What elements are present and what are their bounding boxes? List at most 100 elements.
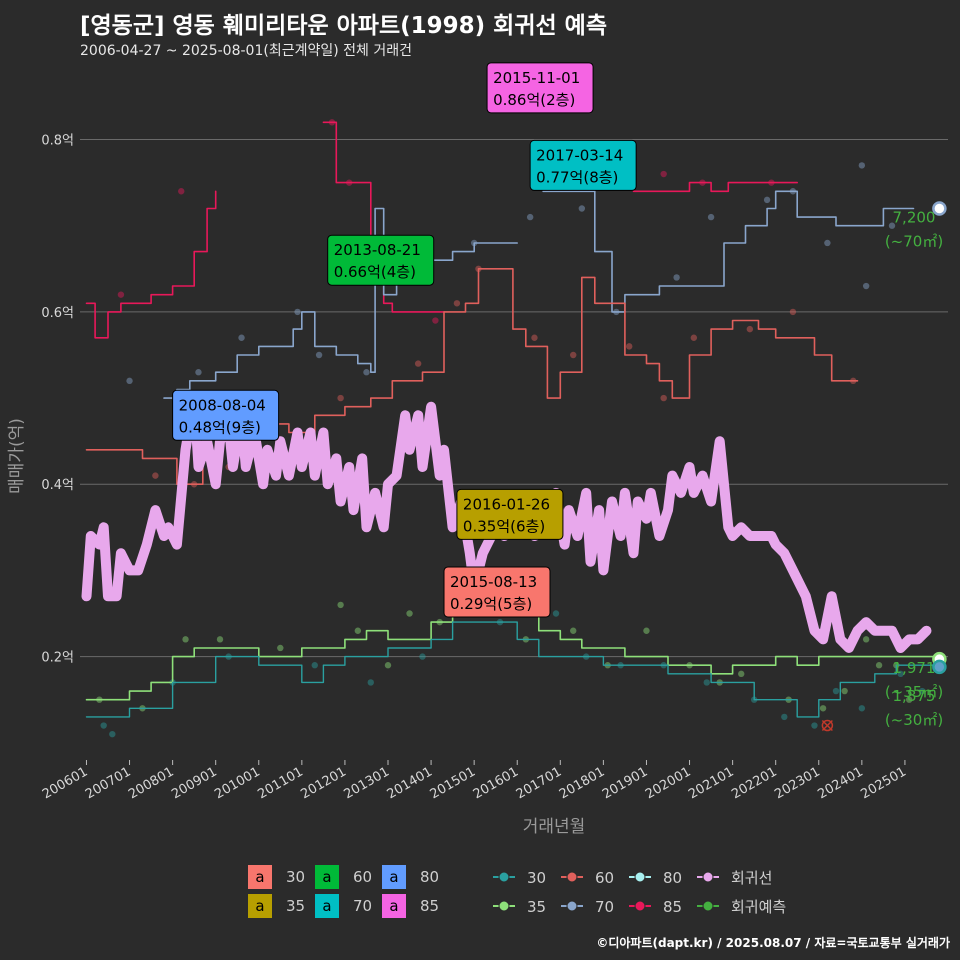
legend-key-swatch — [315, 865, 339, 889]
x-tick-label: 201401 — [385, 764, 435, 802]
legend-line-label: 80 — [663, 869, 682, 887]
end-area-label: (~35㎡) — [885, 683, 943, 701]
annotation-date: 2015-11-01 — [493, 69, 580, 87]
x-tick-label: 202301 — [772, 764, 822, 802]
outlier-marker — [821, 719, 834, 732]
scatter-point-r70 — [824, 239, 831, 247]
scatter-point-g35 — [862, 636, 870, 643]
scatter-point-r30 — [789, 308, 797, 316]
legend-line-dot — [566, 871, 578, 883]
annotation-price: 0.48억(9층) — [179, 418, 261, 436]
scatter-point-r30 — [690, 334, 698, 341]
legend-key-glyph: a — [322, 897, 331, 915]
series-end-point — [932, 201, 947, 216]
x-tick-label: 201101 — [255, 764, 305, 802]
legend-key-label: 70 — [353, 897, 372, 915]
annotation-box — [529, 139, 637, 191]
annotation-date: 2008-08-04 — [179, 396, 266, 414]
x-tick-label: 202201 — [729, 764, 779, 802]
legend-key-glyph: a — [389, 868, 398, 886]
legend-layer: a 30 a 60 a 80 a 35 a 70 a 85 30 60 80 회귀선 35 70 85 회귀예측 — [248, 865, 786, 918]
scatter-point-r70 — [707, 213, 715, 221]
scatter-point-g30 — [832, 687, 840, 695]
scatter-point-g30 — [918, 687, 926, 695]
scatter-point-g30 — [367, 679, 374, 686]
legend-line-label: 35 — [527, 898, 546, 916]
credit-text: ©디아파트(dapt.kr) / 2025.08.07 / 자료=국토교통부 실… — [596, 936, 950, 950]
scatter-point-r30 — [337, 394, 344, 402]
scatter-point-g35 — [841, 687, 848, 695]
x-tick-label: 200901 — [169, 764, 219, 802]
scatter-point-r30 — [531, 334, 538, 341]
scatter-point-g30 — [781, 713, 788, 721]
scatter-point-g30 — [703, 679, 710, 686]
annotation-price: 0.29억(5층) — [450, 595, 532, 613]
series-line-85 — [85, 190, 217, 339]
scatter-point-g35 — [354, 627, 362, 634]
annotation-layer: 7,200 (~70㎡) 1,971 (~35㎡)1,875 (~30㎡) 2008-08… — [172, 62, 943, 729]
legend-line-dot — [498, 871, 510, 883]
scatter-point-r85 — [178, 188, 185, 195]
scatter-point-r70 — [126, 377, 133, 385]
x-tick-label: 201001 — [212, 764, 262, 802]
x-tick-label: 202401 — [815, 764, 865, 802]
legend-line-label: 30 — [527, 869, 546, 887]
legend-key-glyph: a — [255, 897, 264, 915]
x-tick-label: 202101 — [686, 764, 736, 802]
x-tick-label: 200701 — [83, 764, 133, 802]
x-tick-label: 200801 — [126, 764, 176, 802]
scatter-point-g30 — [109, 730, 116, 738]
annotation-box — [443, 566, 551, 618]
legend-line-label: 70 — [595, 898, 614, 916]
chart-subtitle: 2006-04-27 ~ 2025-08-01(최근계약일) 전체 거래건 — [80, 43, 412, 59]
x-tick-label: 201801 — [557, 764, 607, 802]
legend-key-label: 35 — [286, 897, 305, 915]
scatter-point-g35 — [216, 636, 224, 643]
legend-key-swatch — [382, 865, 406, 889]
y-axis-label: 매매가(억) — [7, 418, 27, 494]
scatter-point-g35 — [182, 636, 189, 643]
scatter-point-g35 — [819, 705, 827, 712]
scatter-point-r70 — [888, 222, 896, 229]
scatter-point-g35 — [738, 670, 745, 678]
scatter-point-r30 — [570, 351, 577, 359]
scatter-point-r30 — [453, 300, 461, 307]
x-tick-label: 201501 — [428, 764, 478, 802]
scatter-point-r30 — [626, 343, 633, 350]
scatter-point-r70 — [195, 369, 202, 376]
annotation-price: 0.86억(2층) — [493, 91, 575, 109]
scatter-point-r70 — [315, 351, 323, 359]
x-tick-label: 200601 — [40, 764, 90, 802]
scatter-point-r70 — [294, 308, 301, 316]
legend-key-swatch — [315, 894, 339, 918]
legend-line-dot — [702, 871, 714, 883]
scatter-point-g30 — [897, 670, 904, 678]
series-end-point — [932, 659, 947, 675]
x-tick-label: 201701 — [514, 764, 564, 802]
annotation-box — [456, 488, 564, 540]
series-line-30b — [85, 621, 941, 718]
annotation-box — [327, 234, 435, 286]
series-line-85 — [611, 173, 798, 193]
scatter-point-g35 — [906, 696, 913, 703]
x-tick-label: 201201 — [298, 764, 348, 802]
scatter-point-g35 — [875, 662, 883, 669]
scatter-point-r85 — [432, 317, 439, 324]
end-area-label: (~30㎡) — [885, 711, 943, 729]
scatter-point-g30 — [811, 722, 818, 729]
legend-key-glyph: a — [389, 897, 398, 915]
x-axis-label: 거래년월 — [523, 817, 586, 837]
annotation-date: 2017-03-14 — [536, 146, 623, 164]
scatter-point-r70 — [763, 196, 771, 204]
scatter-point-r70 — [238, 334, 245, 341]
legend-line-label: 85 — [663, 898, 682, 916]
y-tick-label: 0.6억 — [41, 306, 74, 321]
legend-line-dot — [702, 900, 714, 912]
legend-line-dot — [498, 900, 510, 912]
legend-key-label: 60 — [353, 868, 372, 886]
x-tick-label: 201901 — [600, 764, 650, 802]
scatter-point-r70 — [862, 282, 870, 290]
scatter-point-g35 — [643, 627, 650, 634]
scatter-point-g35 — [384, 662, 392, 669]
